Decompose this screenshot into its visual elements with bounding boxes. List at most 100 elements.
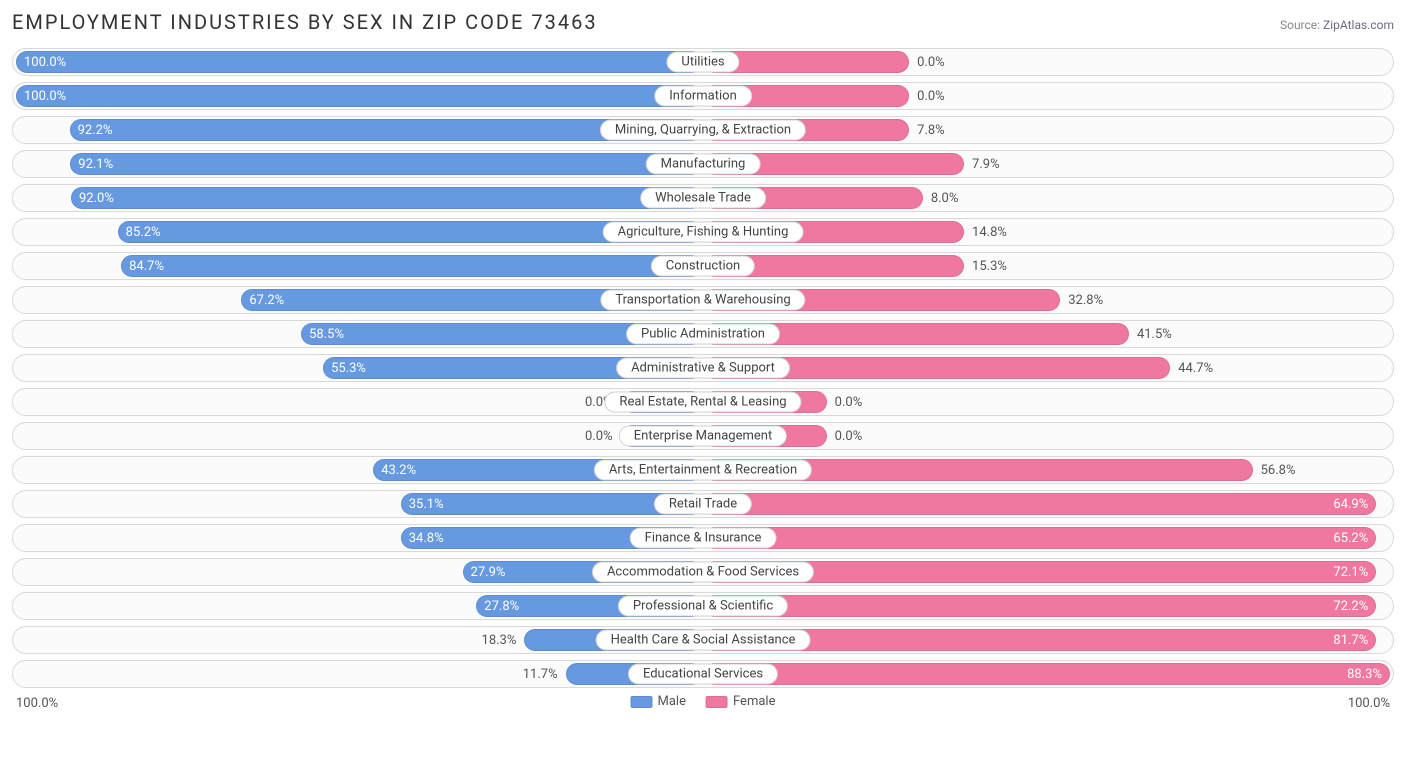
- legend-label-female: Female: [733, 694, 775, 709]
- axis-left-label: 100.0%: [16, 696, 58, 711]
- chart-row: 85.2% 14.8% Agriculture, Fishing & Hunting: [12, 218, 1394, 246]
- value-female: 0.0%: [827, 391, 871, 413]
- legend-label-male: Male: [658, 694, 686, 709]
- chart-source: Source: ZipAtlas.com: [1280, 18, 1394, 32]
- value-female: 7.8%: [909, 119, 953, 141]
- legend-swatch-male: [631, 696, 653, 708]
- chart-row: 84.7% 15.3% Construction: [12, 252, 1394, 280]
- value-male: 92.1%: [70, 153, 121, 175]
- value-male: 100.0%: [16, 51, 74, 73]
- chart-row: 34.8% 65.2% Finance & Insurance: [12, 524, 1394, 552]
- value-male: 84.7%: [121, 255, 172, 277]
- value-female: 0.0%: [827, 425, 871, 447]
- category-label: Finance & Insurance: [630, 528, 777, 549]
- value-female: 64.9%: [1325, 493, 1376, 515]
- chart-row: 11.7% 88.3% Educational Services: [12, 660, 1394, 688]
- value-female: 0.0%: [909, 51, 953, 73]
- chart-row: 100.0% 0.0% Utilities: [12, 48, 1394, 76]
- value-male: 27.9%: [463, 561, 514, 583]
- value-male: 92.2%: [70, 119, 121, 141]
- value-female: 41.5%: [1129, 323, 1180, 345]
- legend-item-female: Female: [706, 694, 775, 709]
- value-male: 35.1%: [401, 493, 452, 515]
- value-female: 7.9%: [964, 153, 1008, 175]
- category-label: Manufacturing: [646, 154, 761, 175]
- category-label: Administrative & Support: [616, 358, 790, 379]
- category-label: Accommodation & Food Services: [592, 562, 814, 583]
- category-label: Agriculture, Fishing & Hunting: [603, 222, 804, 243]
- value-male: 34.8%: [401, 527, 452, 549]
- chart-row: 67.2% 32.8% Transportation & Warehousing: [12, 286, 1394, 314]
- source-label: Source:: [1280, 18, 1320, 32]
- chart-row: 35.1% 64.9% Retail Trade: [12, 490, 1394, 518]
- chart-row: 92.2% 7.8% Mining, Quarrying, & Extraction: [12, 116, 1394, 144]
- chart-rows: 100.0% 0.0% Utilities 100.0% 0.0% Information…: [12, 48, 1394, 688]
- bar-female: [703, 595, 1376, 617]
- category-label: Professional & Scientific: [618, 596, 788, 617]
- value-male: 11.7%: [515, 663, 566, 685]
- bar-male: [121, 255, 703, 277]
- category-label: Enterprise Management: [619, 426, 787, 447]
- value-male: 55.3%: [323, 357, 374, 379]
- source-link[interactable]: ZipAtlas.com: [1323, 18, 1394, 32]
- chart-row: 100.0% 0.0% Information: [12, 82, 1394, 110]
- chart-legend: Male Female: [631, 694, 776, 709]
- value-female: 0.0%: [909, 85, 953, 107]
- value-female: 8.0%: [923, 187, 967, 209]
- value-female: 56.8%: [1253, 459, 1304, 481]
- value-female: 32.8%: [1060, 289, 1111, 311]
- chart-title: EMPLOYMENT INDUSTRIES BY SEX IN ZIP CODE…: [12, 10, 598, 34]
- bar-male: [16, 51, 703, 73]
- value-female: 44.7%: [1170, 357, 1221, 379]
- category-label: Public Administration: [626, 324, 780, 345]
- chart-row: 43.2% 56.8% Arts, Entertainment & Recreati…: [12, 456, 1394, 484]
- chart-container: EMPLOYMENT INDUSTRIES BY SEX IN ZIP CODE…: [0, 0, 1406, 716]
- chart-header: EMPLOYMENT INDUSTRIES BY SEX IN ZIP CODE…: [12, 10, 1394, 34]
- category-label: Retail Trade: [654, 494, 752, 515]
- category-label: Health Care & Social Assistance: [596, 630, 811, 651]
- value-female: 14.8%: [964, 221, 1015, 243]
- chart-footer: 100.0% Male Female 100.0%: [12, 694, 1394, 716]
- value-male: 0.0%: [577, 425, 621, 447]
- bar-female: [703, 493, 1376, 515]
- legend-swatch-female: [706, 696, 728, 708]
- axis-right-label: 100.0%: [1348, 696, 1390, 711]
- bar-male: [71, 187, 703, 209]
- category-label: Construction: [651, 256, 755, 277]
- value-male: 92.0%: [71, 187, 122, 209]
- value-male: 27.8%: [476, 595, 527, 617]
- bar-female: [703, 527, 1376, 549]
- chart-row: 27.8%72.2%Professional & Scientific: [12, 592, 1394, 620]
- value-female: 81.7%: [1325, 629, 1376, 651]
- value-male: 43.2%: [373, 459, 424, 481]
- chart-row: 92.1% 7.9% Manufacturing: [12, 150, 1394, 178]
- chart-row: 92.0% 8.0% Wholesale Trade: [12, 184, 1394, 212]
- value-male: 100.0%: [16, 85, 74, 107]
- category-label: Educational Services: [628, 664, 778, 685]
- value-female: 65.2%: [1325, 527, 1376, 549]
- value-female: 72.1%: [1325, 561, 1376, 583]
- category-label: Wholesale Trade: [640, 188, 766, 209]
- category-label: Mining, Quarrying, & Extraction: [600, 120, 806, 141]
- chart-row: 58.5% 41.5% Public Administration: [12, 320, 1394, 348]
- category-label: Utilities: [666, 52, 739, 73]
- chart-row: 18.3% 81.7% Health Care & Social Assistanc…: [12, 626, 1394, 654]
- category-label: Real Estate, Rental & Leasing: [604, 392, 801, 413]
- bar-male: [70, 153, 703, 175]
- chart-row: 0.0%0.0%Real Estate, Rental & Leasing: [12, 388, 1394, 416]
- chart-row: 55.3% 44.7% Administrative & Support: [12, 354, 1394, 382]
- bar-female: [703, 663, 1390, 685]
- category-label: Arts, Entertainment & Recreation: [594, 460, 812, 481]
- category-label: Transportation & Warehousing: [600, 290, 805, 311]
- value-female: 15.3%: [964, 255, 1015, 277]
- value-female: 88.3%: [1339, 663, 1390, 685]
- chart-row: 27.9% 72.1% Accommodation & Food Services: [12, 558, 1394, 586]
- value-male: 67.2%: [241, 289, 292, 311]
- chart-row: 0.0%0.0%Enterprise Management: [12, 422, 1394, 450]
- value-male: 58.5%: [301, 323, 352, 345]
- value-male: 85.2%: [118, 221, 169, 243]
- legend-item-male: Male: [631, 694, 686, 709]
- category-label: Information: [654, 86, 752, 107]
- value-male: 18.3%: [474, 629, 525, 651]
- bar-male: [16, 85, 703, 107]
